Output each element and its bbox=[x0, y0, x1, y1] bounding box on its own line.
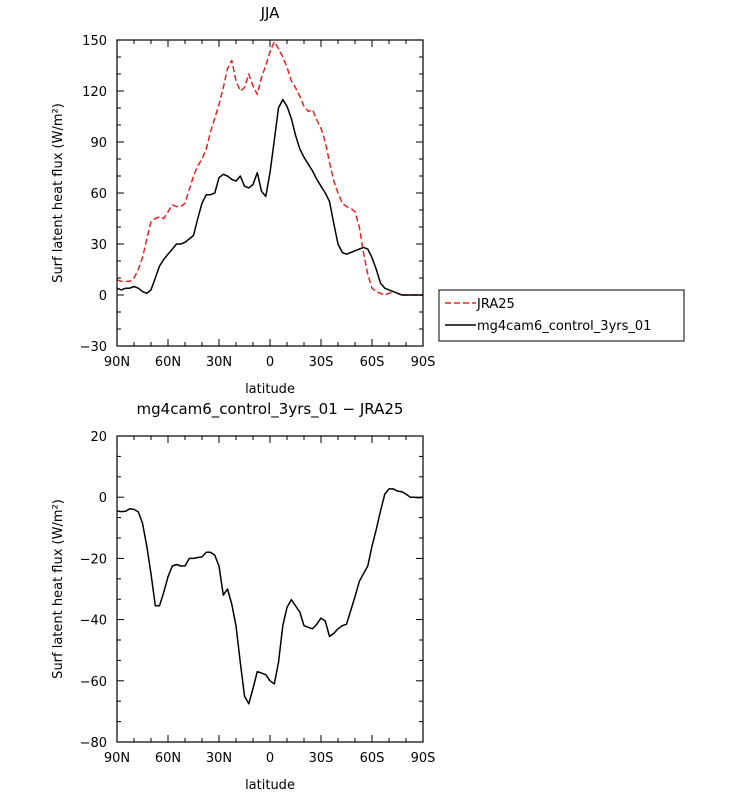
legend: JRA25 mg4cam6_control_3yrs_01 bbox=[438, 289, 685, 342]
bottom-xtick-label: 30N bbox=[206, 751, 232, 766]
top-xtick-label: 30S bbox=[309, 355, 334, 370]
legend-label-jra25: JRA25 bbox=[476, 297, 515, 312]
bottom-xtick-label: 60N bbox=[155, 751, 181, 766]
bottom-ytick-label: −40 bbox=[80, 614, 107, 629]
top-panel-ticks: 90N 60N 30N 0 30S 60S 90S −30 0 30 60 90 120 150 bbox=[80, 34, 436, 370]
bottom-xtick-label: 0 bbox=[266, 751, 274, 766]
top-ytick-label: 90 bbox=[90, 136, 107, 151]
top-panel-frame bbox=[116, 39, 424, 347]
top-series-line-0 bbox=[116, 40, 423, 296]
top-ytick-label: 0 bbox=[99, 289, 107, 304]
top-xtick-label: 60N bbox=[155, 355, 181, 370]
top-panel-xlabel: latitude bbox=[245, 382, 295, 397]
bottom-xtick-label: 60S bbox=[360, 751, 385, 766]
bottom-ytick-label: 0 bbox=[99, 491, 107, 506]
top-xtick-label: 30N bbox=[206, 355, 232, 370]
bottom-ytick-label: −80 bbox=[80, 736, 107, 751]
top-panel-title: JJA bbox=[260, 4, 281, 22]
top-xtick-label: 0 bbox=[266, 355, 274, 370]
bottom-panel: mg4cam6_control_3yrs_01 − JRA25 90N 60N 30… bbox=[51, 400, 435, 793]
top-xtick-label: 60S bbox=[360, 355, 385, 370]
bottom-xtick-label: 30S bbox=[309, 751, 334, 766]
top-ytick-label: −30 bbox=[80, 340, 107, 355]
bottom-ytick-label: −60 bbox=[80, 675, 107, 690]
bottom-xtick-label: 90S bbox=[411, 751, 436, 766]
top-ytick-label: 120 bbox=[82, 85, 107, 100]
bottom-ytick-label: 20 bbox=[90, 430, 107, 445]
bottom-series-line-0 bbox=[116, 488, 424, 705]
bottom-panel-ticks: 90N 60N 30N 0 30S 60S 90S −80 −60 −40 −20 0 20 bbox=[80, 430, 436, 766]
legend-label-model: mg4cam6_control_3yrs_01 bbox=[477, 319, 651, 334]
top-ytick-label: 30 bbox=[90, 238, 107, 253]
top-xtick-label: 90N bbox=[104, 355, 130, 370]
top-panel-series bbox=[116, 40, 423, 296]
bottom-xtick-label: 90N bbox=[104, 751, 130, 766]
top-panel-ylabel: Surf latent heat flux (W/m²) bbox=[51, 103, 66, 283]
bottom-panel-ylabel: Surf latent heat flux (W/m²) bbox=[51, 499, 66, 679]
bottom-panel-xlabel: latitude bbox=[245, 778, 295, 793]
top-ytick-label: 150 bbox=[82, 34, 107, 49]
top-panel: JJA 90N 60N 30N 0 30S 60S 90S−300306090120150 … bbox=[51, 4, 435, 397]
top-series-line-1 bbox=[116, 98, 423, 296]
bottom-panel-title: mg4cam6_control_3yrs_01 − JRA25 bbox=[137, 400, 404, 419]
bottom-ytick-label: −20 bbox=[80, 552, 107, 567]
top-xtick-label: 90S bbox=[411, 355, 436, 370]
bottom-panel-frame bbox=[116, 435, 424, 743]
legend-box bbox=[438, 289, 685, 342]
bottom-panel-series bbox=[116, 488, 424, 705]
top-ytick-label: 60 bbox=[90, 187, 107, 202]
